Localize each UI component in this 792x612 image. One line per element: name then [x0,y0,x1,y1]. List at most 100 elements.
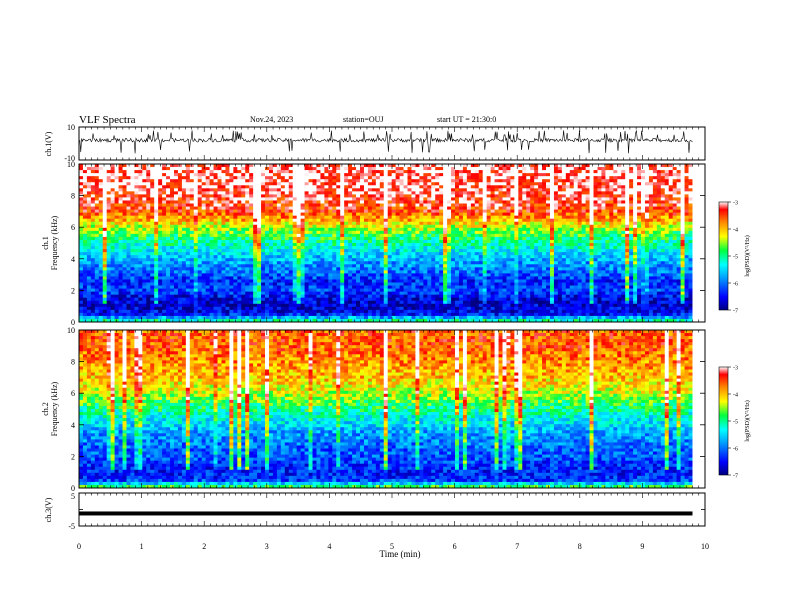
spectrogram-cell [122,267,127,271]
spectrogram-cell [371,230,377,235]
spectrogram-cell [379,303,385,308]
spectrogram-cell [431,318,436,323]
spectrogram-cell [110,243,116,247]
spectrogram-cell [447,282,452,286]
spectrogram-cell [435,246,440,250]
spectrogram-cell [233,255,238,259]
spectrogram-cell [419,230,424,235]
spectrogram-cell [241,246,246,250]
spectrogram-cell [268,218,274,223]
spectrogram-cell [158,236,163,241]
spectrogram-cell [146,273,151,277]
spectrogram-cell [328,318,333,323]
spectrogram-cell [371,239,377,244]
spectrogram-cell [344,230,349,235]
spectrogram-cell [261,164,266,168]
spectrogram-cell [431,197,436,201]
spectrogram-cell [328,200,333,204]
spectrogram-cell [328,279,333,283]
spectrogram-cell [431,194,436,198]
spectrogram-cell [98,170,104,174]
spectrogram-cell [407,294,412,299]
spectrogram-cell [102,170,108,174]
spectrogram-cell [419,182,424,186]
spectrogram-cell [185,279,191,283]
spectrogram-cell [257,212,262,217]
spectrogram-cell [162,279,167,283]
spectrogram-cell [304,279,309,283]
spectrogram-cell [403,218,408,223]
spectrogram-cell [90,233,96,238]
spectrogram-cell [94,252,100,256]
spectrogram-cell [387,309,393,314]
spectrogram-cell [367,179,373,183]
spectrogram-cell [387,236,393,241]
spectrogram-cell [367,185,373,189]
spectrogram-cell [126,255,131,259]
spectrogram-cell [253,164,258,168]
spectrogram-cell [130,209,135,214]
spectrogram-cell [304,230,309,235]
spectrogram-cell [371,173,377,177]
spectrogram-cell [197,197,203,201]
spectrogram-cell [166,170,171,174]
spectrogram-cell [225,173,230,177]
spectrogram-cell [86,185,92,189]
spectrogram-cell [336,252,341,256]
spectrogram-cell [126,285,131,289]
spectrogram-cell [316,239,321,244]
spectrogram-cell [320,303,325,308]
spectrogram-cell [300,197,305,201]
spectrogram-cell [447,279,452,283]
spectrogram-cell [197,212,203,217]
spectrogram-cell [308,200,313,204]
spectrogram-cell [312,246,317,250]
spectrogram-cell [110,206,116,210]
spectrogram-cell [344,215,349,220]
spectrogram-cell [197,291,203,296]
spectrogram-cell [336,312,341,317]
spectrogram-cell [407,215,412,220]
spectrogram-cell [146,218,151,223]
spectrogram-cell [296,230,302,235]
spectrogram-cell [189,318,195,323]
spectrogram-cell [455,221,460,226]
spectrogram-cell [253,270,258,274]
spectrogram-cell [439,288,444,293]
spectrogram-cell [201,197,207,201]
spectrogram-cell [403,194,408,198]
spectrogram-cell [344,221,349,226]
spectrogram-cell [79,243,84,247]
spectrogram-cell [217,215,222,220]
spectrogram-cell [348,185,353,189]
spectrogram-cell [126,203,131,207]
spectrogram-cell [106,255,112,259]
spectrogram-cell [138,243,143,247]
spectrogram-cell [332,318,337,323]
spectrogram-cell [193,276,199,280]
spectrogram-cell [146,236,151,241]
spectrogram-cell [451,173,456,177]
spectrogram-cell [328,215,333,220]
spectrogram-cell [146,221,151,226]
spectrogram-cell [391,318,397,323]
spectrogram-cell [221,176,226,180]
spectrogram-cell [158,224,163,229]
spectrogram-cell [324,224,329,229]
spectrogram-cell [328,197,333,201]
spectrogram-cell [328,243,333,247]
spectrogram-cell [98,261,104,265]
spectrogram-cell [399,239,404,244]
spectrogram-cell [265,249,270,253]
spectrogram-cell [225,315,230,320]
spectrogram-cell [403,288,408,293]
spectrogram-cell [276,227,282,232]
spectrogram-cell [138,246,143,250]
spectrogram-cell [328,233,333,238]
spectrogram-cell [130,243,135,247]
spectrogram-cell [427,167,432,171]
spectrogram-cell [296,318,302,323]
spectrogram-cell [320,233,325,238]
spectrogram-cell [265,230,270,235]
spectrogram-cell [213,164,218,168]
